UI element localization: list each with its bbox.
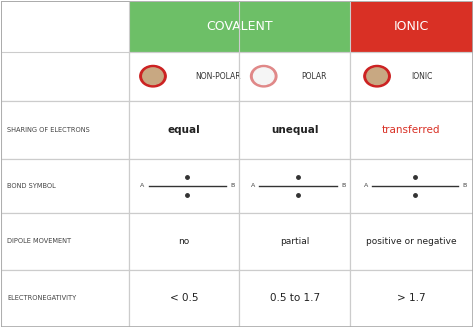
Ellipse shape: [140, 66, 166, 87]
FancyBboxPatch shape: [1, 52, 128, 101]
FancyBboxPatch shape: [350, 52, 473, 101]
FancyBboxPatch shape: [350, 213, 473, 270]
FancyBboxPatch shape: [128, 52, 239, 101]
FancyBboxPatch shape: [350, 159, 473, 213]
FancyBboxPatch shape: [1, 159, 128, 213]
Text: BOND SYMBOL: BOND SYMBOL: [7, 183, 56, 189]
FancyBboxPatch shape: [350, 270, 473, 327]
Text: equal: equal: [168, 125, 201, 135]
FancyBboxPatch shape: [239, 270, 350, 327]
FancyBboxPatch shape: [239, 213, 350, 270]
FancyBboxPatch shape: [1, 101, 128, 159]
Text: no: no: [178, 237, 190, 246]
Text: B: B: [230, 183, 235, 189]
Text: SHARING OF ELECTRONS: SHARING OF ELECTRONS: [7, 127, 90, 133]
Text: ELECTRONEGATIVITY: ELECTRONEGATIVITY: [7, 295, 76, 301]
Text: B: B: [341, 183, 345, 189]
FancyBboxPatch shape: [350, 101, 473, 159]
FancyBboxPatch shape: [239, 101, 350, 159]
FancyBboxPatch shape: [128, 101, 239, 159]
Text: < 0.5: < 0.5: [170, 293, 198, 303]
FancyBboxPatch shape: [128, 159, 239, 213]
Ellipse shape: [367, 68, 387, 85]
FancyBboxPatch shape: [128, 1, 350, 52]
Text: A: A: [251, 183, 255, 189]
Text: A: A: [364, 183, 368, 189]
FancyBboxPatch shape: [239, 52, 350, 101]
Text: 0.5 to 1.7: 0.5 to 1.7: [270, 293, 320, 303]
FancyBboxPatch shape: [1, 270, 128, 327]
FancyBboxPatch shape: [239, 159, 350, 213]
Ellipse shape: [251, 66, 277, 87]
Text: DIPOLE MOVEMENT: DIPOLE MOVEMENT: [7, 238, 71, 244]
Ellipse shape: [143, 68, 163, 85]
Text: POLAR: POLAR: [301, 72, 327, 81]
Text: A: A: [140, 183, 144, 189]
FancyBboxPatch shape: [128, 270, 239, 327]
FancyBboxPatch shape: [350, 1, 473, 52]
Text: transferred: transferred: [382, 125, 441, 135]
Text: NON-POLAR: NON-POLAR: [195, 72, 241, 81]
Text: partial: partial: [280, 237, 310, 246]
Ellipse shape: [364, 66, 390, 87]
Text: unequal: unequal: [271, 125, 319, 135]
Ellipse shape: [254, 68, 274, 85]
Text: IONIC: IONIC: [394, 20, 429, 33]
Text: COVALENT: COVALENT: [206, 20, 273, 33]
Text: positive or negative: positive or negative: [366, 237, 456, 246]
Text: B: B: [462, 183, 466, 189]
FancyBboxPatch shape: [1, 213, 128, 270]
FancyBboxPatch shape: [128, 213, 239, 270]
Text: > 1.7: > 1.7: [397, 293, 426, 303]
Text: IONIC: IONIC: [411, 72, 433, 81]
